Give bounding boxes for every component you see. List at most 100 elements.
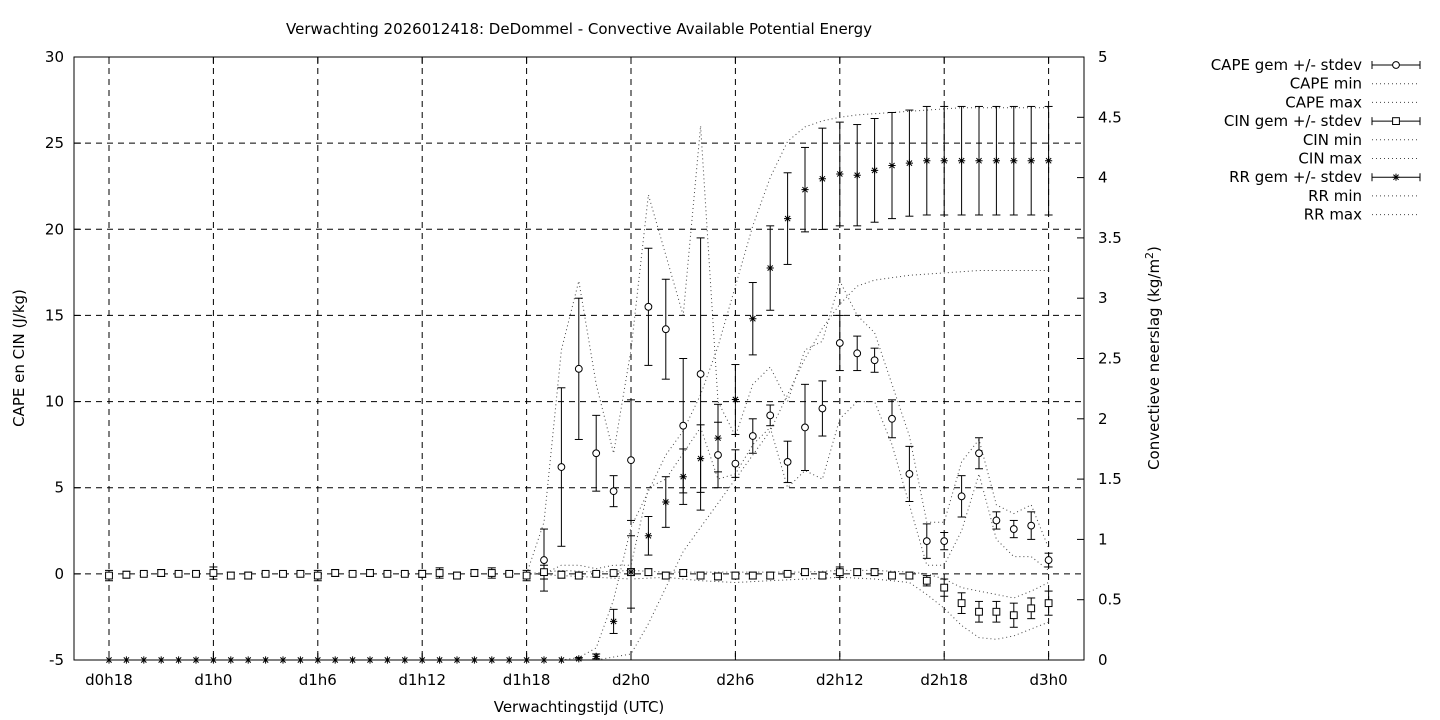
square-marker (1009, 611, 1018, 620)
legend-label: CIN min (1303, 131, 1362, 149)
square-marker (714, 572, 722, 581)
x-tick-label: d2h6 (716, 671, 754, 689)
chart-title: Verwachting 2026012418: DeDommel - Conve… (286, 20, 872, 38)
circle-marker (748, 432, 757, 440)
star-marker (871, 166, 879, 174)
line-rr-max (561, 107, 1049, 661)
star-marker (836, 170, 844, 178)
square-marker (418, 569, 427, 578)
square-marker (1027, 604, 1036, 613)
star-marker (853, 171, 861, 179)
legend-label: RR gem +/- stdev (1229, 168, 1362, 186)
x-tick-label: d1h6 (299, 671, 337, 689)
y2-tick-label: 2 (1098, 410, 1108, 428)
circle-marker (801, 423, 809, 432)
x-tick-label: d0h18 (85, 671, 133, 689)
star-marker (575, 655, 583, 663)
legend-label: CAPE max (1285, 93, 1362, 111)
square-marker (766, 571, 775, 580)
x-tick-label: d2h12 (816, 671, 864, 689)
x-tick-label: d1h18 (503, 671, 551, 689)
y2-tick-label: 4.5 (1098, 108, 1122, 126)
circle-marker (783, 457, 792, 466)
circle-marker (540, 556, 548, 564)
star-marker (818, 175, 826, 183)
x-tick-label: d2h0 (612, 671, 650, 689)
square-marker (331, 569, 340, 577)
square-marker (1044, 599, 1053, 608)
square-marker (870, 568, 879, 577)
circle-marker (592, 449, 601, 458)
y2-tick-label: 0 (1098, 651, 1108, 669)
x-tick-label: d1h12 (398, 671, 446, 689)
star-marker (992, 157, 1000, 165)
circle-marker (696, 370, 705, 378)
square-marker (157, 569, 166, 577)
star-marker (627, 568, 635, 576)
square-marker (279, 569, 287, 578)
square-marker (905, 571, 914, 580)
square-marker (487, 569, 496, 577)
star-marker (644, 532, 652, 540)
square-marker (296, 569, 305, 578)
y-axis-label: CAPE en CIN (J/kg) (10, 289, 28, 427)
star-marker (923, 157, 931, 165)
circle-marker (905, 470, 914, 478)
x-tick-label: d1h0 (194, 671, 232, 689)
square-marker (244, 571, 253, 580)
legend-label: RR max (1304, 206, 1362, 224)
square-marker (888, 571, 896, 580)
square-marker (992, 607, 1001, 616)
y2-tick-label: 2.5 (1098, 350, 1122, 368)
y2-axis-label-end: ) (1145, 246, 1163, 252)
square-marker (226, 571, 235, 580)
circle-marker (1009, 525, 1018, 533)
circle-marker (818, 404, 827, 413)
y2-axis-label-sup: 2 (1143, 252, 1156, 259)
star-marker (610, 617, 618, 626)
circle-marker (992, 516, 1001, 525)
star-marker (940, 157, 948, 165)
circle-marker (661, 325, 670, 334)
circle-marker (853, 349, 862, 358)
circle-marker (957, 492, 966, 501)
square-marker (435, 569, 444, 577)
square-marker (261, 569, 270, 578)
x-tick-label: d3h0 (1030, 671, 1068, 689)
star-marker (801, 186, 809, 194)
circle-marker (870, 356, 879, 365)
square-marker (105, 571, 113, 580)
y-tick-label: 10 (45, 393, 64, 411)
square-marker (470, 569, 479, 577)
square-marker (783, 569, 792, 578)
square-marker (348, 569, 357, 578)
circle-marker (609, 487, 618, 496)
circle-marker (574, 364, 583, 373)
line-rr-min (561, 270, 1049, 661)
y2-tick-label: 5 (1098, 48, 1108, 66)
star-marker (905, 159, 913, 167)
y2-tick-label: 3.5 (1098, 229, 1122, 247)
circle-marker (888, 414, 896, 423)
square-marker (192, 569, 200, 578)
square-marker (209, 569, 218, 577)
square-marker (522, 571, 531, 580)
circle-marker (766, 411, 775, 420)
square-marker (609, 569, 618, 577)
circle-marker (557, 463, 566, 471)
square-marker (940, 583, 949, 592)
square-marker (122, 570, 131, 579)
x-axis-label: Verwachtingstijd (UTC) (494, 698, 665, 716)
circle-marker (922, 537, 931, 546)
x-tick-label: d2h18 (920, 671, 968, 689)
square-marker (975, 607, 983, 616)
star-marker (749, 315, 757, 323)
square-marker (174, 569, 183, 578)
square-marker (366, 569, 374, 577)
legend-label: CIN max (1298, 150, 1362, 168)
square-marker (644, 568, 653, 577)
star-marker (662, 498, 670, 506)
y2-tick-label: 4 (1098, 169, 1108, 187)
